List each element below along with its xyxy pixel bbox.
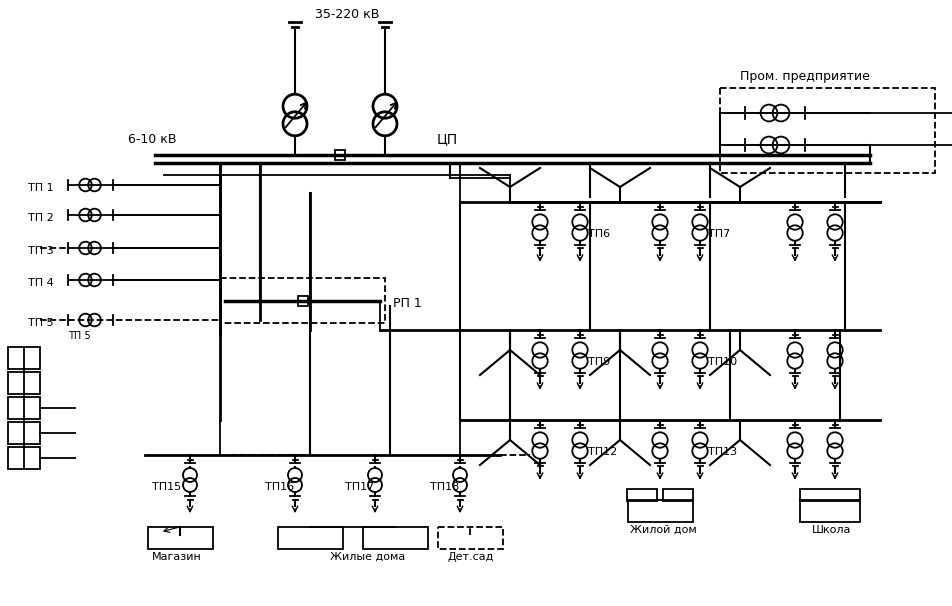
Text: Жилые дома: Жилые дома (330, 552, 406, 562)
Bar (627, 500, 692, 522)
Bar (220, 278, 385, 323)
Text: ТП10: ТП10 (708, 357, 737, 367)
Text: ТП9: ТП9 (588, 357, 610, 367)
Bar (438, 527, 503, 549)
Bar (363, 527, 427, 549)
Bar (148, 527, 212, 549)
Text: 6-10 кВ: 6-10 кВ (128, 133, 176, 146)
Bar (800, 489, 860, 501)
Bar (663, 489, 693, 501)
Text: ТП 2: ТП 2 (28, 213, 53, 223)
Bar (8, 422, 40, 444)
Bar (335, 150, 345, 160)
Text: ТП16: ТП16 (265, 482, 294, 492)
Text: Магазин: Магазин (152, 552, 202, 562)
Text: ТП15: ТП15 (152, 482, 181, 492)
Text: Пром. предприятие: Пром. предприятие (740, 70, 870, 83)
Text: 35-220 кВ: 35-220 кВ (315, 8, 380, 21)
Bar (8, 372, 40, 394)
Text: РП 1: РП 1 (393, 297, 422, 310)
Text: ТП 4: ТП 4 (28, 278, 53, 288)
Bar (800, 500, 860, 522)
Text: ТП17: ТП17 (345, 482, 374, 492)
Text: ТП 5: ТП 5 (28, 318, 53, 328)
Text: Жилой дом: Жилой дом (630, 525, 697, 535)
Text: ТП 3: ТП 3 (28, 246, 53, 256)
Bar (277, 527, 343, 549)
Text: ТП12: ТП12 (588, 447, 617, 457)
Text: ТП6: ТП6 (588, 229, 610, 239)
Text: ТП13: ТП13 (708, 447, 737, 457)
Text: ТП7: ТП7 (708, 229, 730, 239)
Text: ЦП: ЦП (437, 132, 458, 146)
Bar (8, 447, 40, 469)
Text: ТП 5: ТП 5 (68, 331, 90, 341)
Bar (8, 347, 40, 369)
Bar (8, 397, 40, 419)
Text: ТП18: ТП18 (430, 482, 459, 492)
Bar (297, 296, 307, 305)
Bar (627, 489, 657, 501)
Bar (720, 88, 935, 173)
Text: Школа: Школа (812, 525, 851, 535)
Text: Дет.сад: Дет.сад (448, 552, 494, 562)
Text: ТП 1: ТП 1 (28, 183, 53, 193)
